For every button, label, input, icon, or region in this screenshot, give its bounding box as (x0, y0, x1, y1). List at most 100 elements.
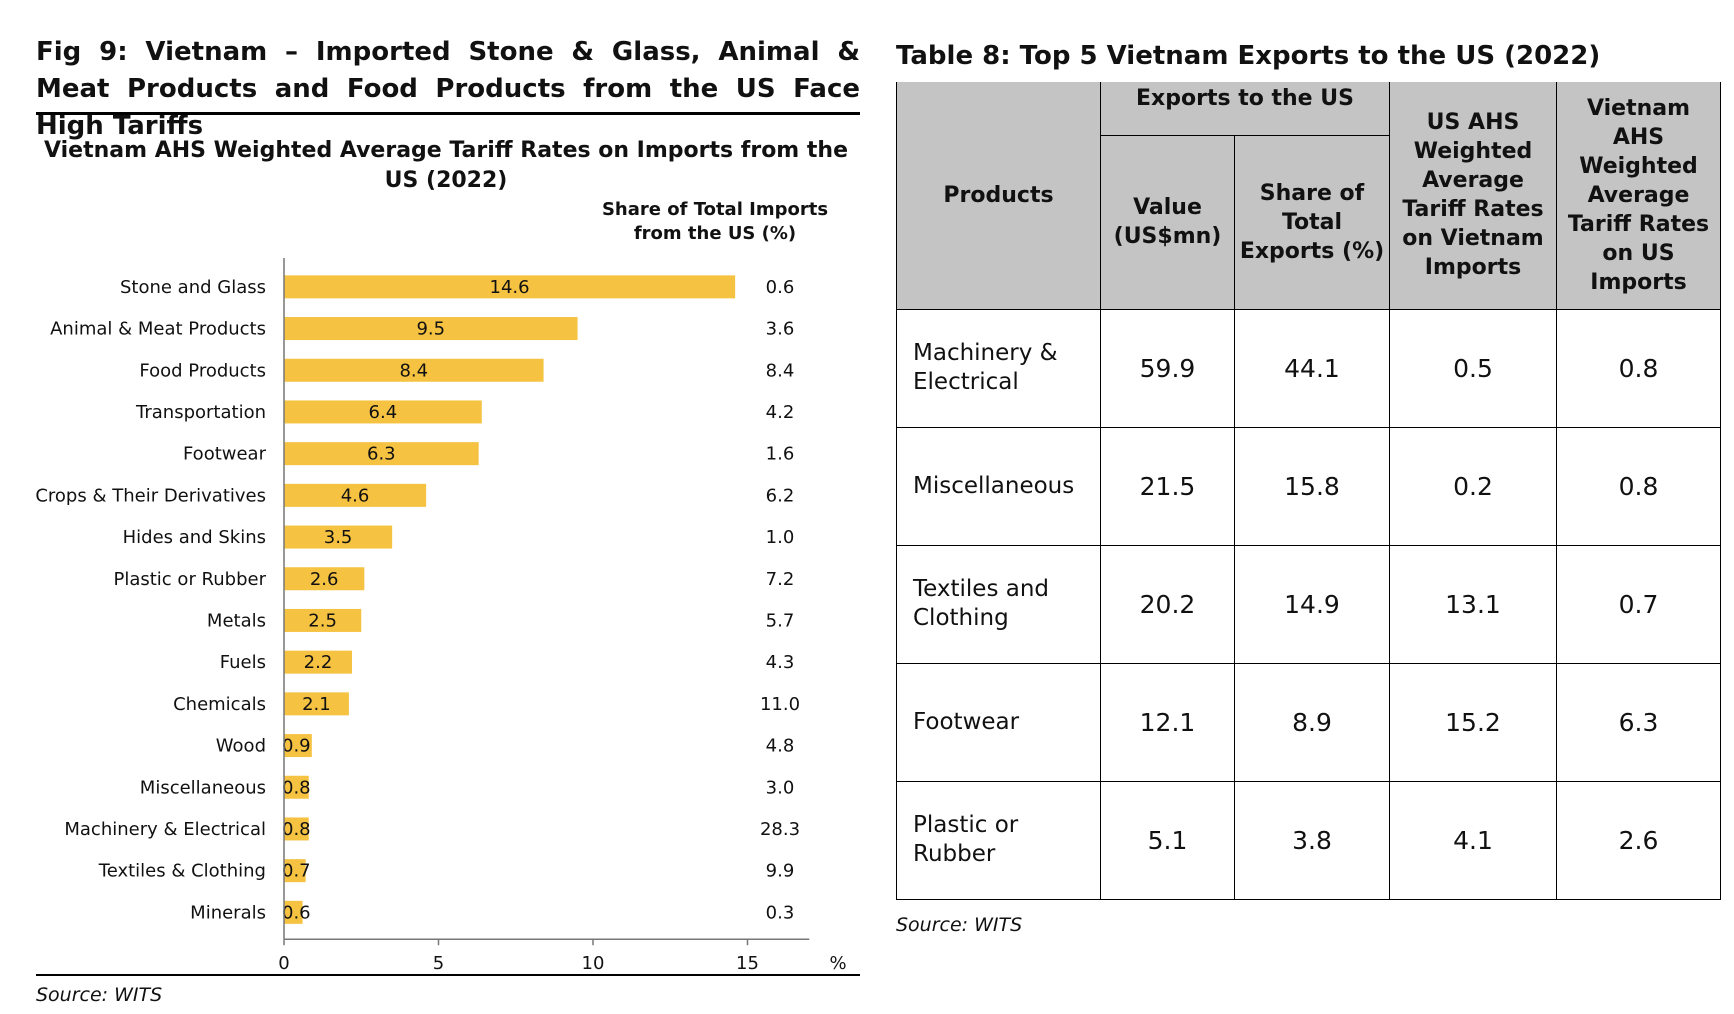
bar (284, 525, 393, 549)
data-label: 6.4 (369, 402, 398, 423)
row-share: 3.8 (1234, 780, 1390, 900)
share-value: 4.8 (766, 736, 795, 757)
row-value: 5.1 (1100, 780, 1235, 900)
share-value: 8.4 (766, 360, 795, 381)
table-row: Plastic or Rubber 5.1 3.8 4.1 2.6 (896, 780, 1721, 900)
share-value: 0.6 (766, 277, 795, 298)
table-row: Textiles and Clothing 20.2 14.9 13.1 0.7 (896, 544, 1721, 664)
data-label: 3.5 (324, 527, 353, 548)
bar (284, 900, 303, 924)
category-label: Food Products (139, 360, 266, 381)
header-vn-tariff: Vietnam AHS Weighted Average Tariff Rate… (1556, 82, 1721, 310)
category-label: Minerals (190, 902, 266, 923)
row-share: 15.8 (1234, 426, 1390, 546)
row-us-tariff: 0.5 (1389, 308, 1557, 428)
share-value: 4.3 (766, 652, 795, 673)
header-share: Share of Total Exports (%) (1234, 134, 1390, 310)
data-label: 2.2 (304, 652, 333, 673)
row-product: Plastic or Rubber (896, 780, 1101, 900)
figure-top-rule (36, 112, 860, 115)
share-value: 7.2 (766, 569, 795, 590)
category-label: Chemicals (173, 694, 266, 715)
table-row: Miscellaneous 21.5 15.8 0.2 0.8 (896, 426, 1721, 546)
data-label: 0.9 (282, 736, 311, 757)
row-value: 20.2 (1100, 544, 1235, 664)
share-value: 4.2 (766, 402, 795, 423)
row-product: Machinery & Electrical (896, 308, 1101, 428)
row-product: Footwear (896, 662, 1101, 782)
table-row: Machinery & Electrical 59.9 44.1 0.5 0.8 (896, 308, 1721, 428)
header-products: Products (896, 82, 1101, 310)
table-row: Footwear 12.1 8.9 15.2 6.3 (896, 662, 1721, 782)
bar (284, 817, 309, 841)
row-us-tariff: 15.2 (1389, 662, 1557, 782)
header-value: Value (US$mn) (1100, 134, 1235, 310)
bar-chart: Stone and Glass 14.6 0.6 Animal & Meat Prod… (35, 258, 847, 974)
share-value: 1.6 (766, 444, 795, 465)
category-label: Miscellaneous (140, 777, 266, 798)
row-value: 59.9 (1100, 308, 1235, 428)
row-us-tariff: 13.1 (1389, 544, 1557, 664)
header-us-tariff: US AHS Weighted Average Tariff Rates on … (1389, 82, 1557, 310)
data-label: 8.4 (399, 360, 428, 381)
share-value: 1.0 (766, 527, 795, 548)
data-label: 2.1 (302, 694, 331, 715)
category-label: Machinery & Electrical (64, 819, 266, 840)
row-us-tariff: 0.2 (1389, 426, 1557, 546)
x-unit-label: % (829, 953, 846, 974)
category-label: Animal & Meat Products (50, 319, 266, 340)
row-value: 21.5 (1100, 426, 1235, 546)
figure-bottom-rule (36, 974, 860, 976)
category-label: Transportation (135, 402, 266, 423)
figure-title: Fig 9: Vietnam – Imported Stone & Glass,… (36, 37, 860, 141)
row-share: 44.1 (1234, 308, 1390, 428)
bar (284, 608, 362, 632)
bar (284, 483, 427, 507)
figure-source: Source: WITS (36, 984, 163, 1006)
bar (284, 400, 482, 424)
chart-title: Vietnam AHS Weighted Average Tariff Rate… (44, 138, 848, 193)
share-value: 28.3 (760, 819, 800, 840)
bar (284, 317, 578, 341)
share-column-header: Share of Total Imports from the US (%) (601, 199, 829, 244)
category-label: Plastic or Rubber (113, 569, 266, 590)
row-product: Textiles and Clothing (896, 544, 1101, 664)
x-tick-label: 10 (582, 953, 605, 974)
category-label: Wood (216, 736, 266, 757)
share-value: 6.2 (766, 485, 795, 506)
share-value: 9.9 (766, 861, 795, 882)
bar (284, 275, 736, 299)
category-label: Hides and Skins (123, 527, 266, 548)
row-product: Miscellaneous (896, 426, 1101, 546)
row-vn-tariff: 0.7 (1556, 544, 1721, 664)
category-label: Crops & Their Derivatives (35, 485, 266, 506)
table-title: Table 8: Top 5 Vietnam Exports to the US… (896, 41, 1601, 71)
row-vn-tariff: 0.8 (1556, 426, 1721, 546)
x-tick-label: 0 (278, 953, 289, 974)
bar (284, 442, 479, 466)
bar (284, 358, 544, 382)
share-value: 11.0 (760, 694, 800, 715)
data-label: 14.6 (490, 277, 530, 298)
row-vn-tariff: 0.8 (1556, 308, 1721, 428)
data-label: 2.5 (308, 610, 337, 631)
bar (284, 650, 352, 674)
data-label: 2.6 (310, 569, 339, 590)
exports-table: Products Exports to the US US AHS Weight… (896, 82, 1721, 900)
share-value: 0.3 (766, 902, 795, 923)
data-label: 0.8 (282, 819, 311, 840)
category-label: Footwear (183, 444, 267, 465)
share-value: 3.6 (766, 319, 795, 340)
share-value: 3.0 (766, 777, 795, 798)
data-label: 0.7 (282, 861, 311, 882)
table-source: Source: WITS (896, 914, 1023, 936)
data-label: 9.5 (416, 319, 445, 340)
bar (284, 775, 309, 799)
data-label: 0.6 (282, 902, 311, 923)
share-value: 5.7 (766, 610, 795, 631)
row-vn-tariff: 6.3 (1556, 662, 1721, 782)
row-us-tariff: 4.1 (1389, 780, 1557, 900)
category-label: Metals (207, 610, 266, 631)
header-exports-group: Exports to the US (1100, 82, 1390, 136)
row-share: 14.9 (1234, 544, 1390, 664)
